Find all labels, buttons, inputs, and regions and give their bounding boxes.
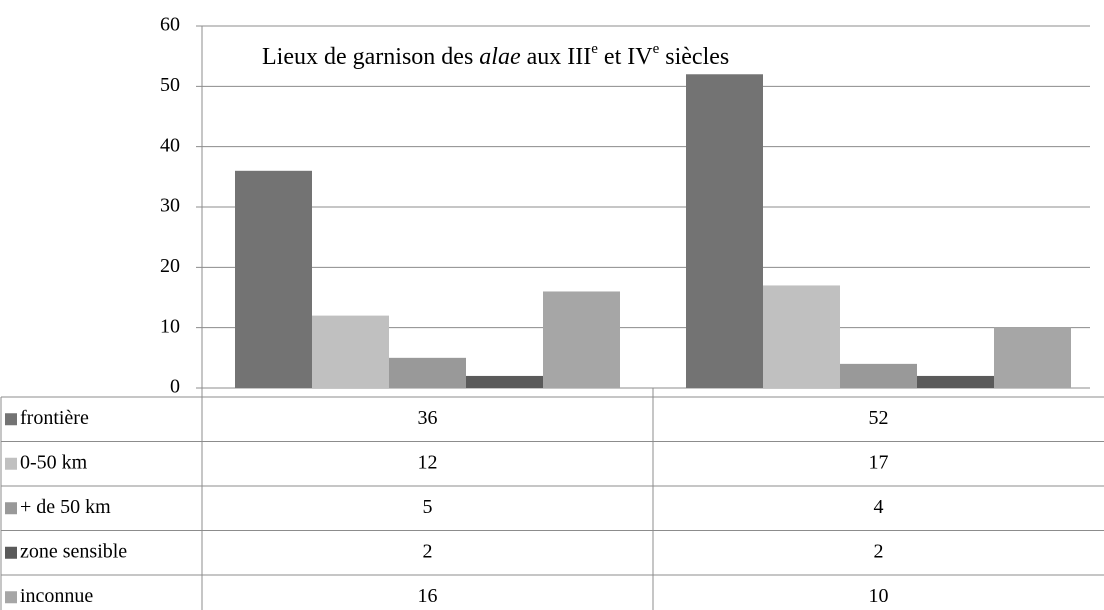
title-part: aux III xyxy=(521,44,592,70)
table-value: 16 xyxy=(418,585,438,607)
title-part: Lieux de garnison des xyxy=(262,44,479,70)
legend-swatch xyxy=(5,591,17,604)
legend-swatch xyxy=(5,546,17,559)
chart-title: Lieux de garnison des alae aux IIIe et I… xyxy=(262,41,729,69)
y-tick-label: 10 xyxy=(160,315,180,337)
y-tick-label: 40 xyxy=(160,134,180,156)
table-value: 2 xyxy=(423,540,433,562)
legend-label: inconnue xyxy=(20,585,93,607)
bar xyxy=(994,327,1071,388)
legend-label: 0-50 km xyxy=(20,451,88,473)
table-value: 10 xyxy=(869,585,889,607)
legend-swatch xyxy=(5,413,17,426)
title-part: e xyxy=(653,41,660,57)
title-part: et IV xyxy=(598,44,653,70)
y-tick-label: 0 xyxy=(170,376,180,398)
table-value: 2 xyxy=(874,540,884,562)
legend-label: zone sensible xyxy=(20,540,127,562)
legend-swatch xyxy=(5,502,17,515)
bar xyxy=(389,357,466,388)
title-part: e xyxy=(591,41,598,57)
bar xyxy=(312,315,389,388)
table-value: 17 xyxy=(869,451,889,473)
bar xyxy=(686,74,763,389)
table-value: 52 xyxy=(869,407,889,429)
legend-swatch xyxy=(5,457,17,470)
bar xyxy=(917,375,994,388)
legend-label: frontière xyxy=(20,407,89,429)
bar xyxy=(543,291,620,388)
table-value: 12 xyxy=(418,451,438,473)
title-part: siècles xyxy=(659,44,729,70)
bar xyxy=(235,170,312,388)
y-tick-label: 30 xyxy=(160,195,180,217)
bar xyxy=(840,363,917,388)
y-tick-label: 20 xyxy=(160,255,180,277)
table-value: 4 xyxy=(874,496,884,518)
y-tick-label: 50 xyxy=(160,74,180,96)
bar xyxy=(466,375,543,388)
legend-label: + de 50 km xyxy=(20,496,111,518)
table-value: 36 xyxy=(418,407,438,429)
bar xyxy=(763,285,840,388)
table-value: 5 xyxy=(423,496,433,518)
title-part: alae xyxy=(479,44,521,70)
y-tick-label: 60 xyxy=(160,14,180,36)
